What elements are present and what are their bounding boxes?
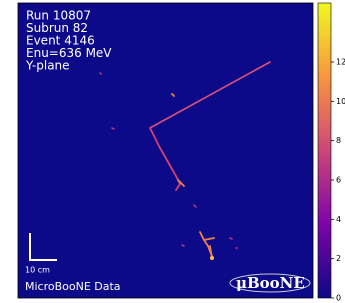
colorbar-ticks: 0 2 4 6 8 10 12 — [331, 58, 345, 303]
colorbar — [318, 3, 331, 298]
colorbar-tick-label: 8 — [336, 136, 341, 145]
colorbar-tick-label: 4 — [336, 215, 341, 224]
colorbar-tick-label: 2 — [336, 254, 341, 263]
event-display: Run 10807Subrun 82Event 4146Enu=636 MeVY… — [0, 0, 345, 303]
colorbar-tick-label: 10 — [336, 97, 345, 106]
info-line: Y-plane — [25, 59, 70, 73]
footer: MicroBooNE Data — [25, 280, 121, 293]
colorbar-tick-label: 0 — [336, 294, 341, 303]
hit — [210, 256, 214, 260]
scale-label: 10 cm — [25, 266, 50, 275]
logo: μBooNE — [236, 274, 305, 292]
colorbar-tick-label: 6 — [336, 176, 341, 185]
colorbar-tick-label: 12 — [336, 58, 345, 67]
page: Run 10807Subrun 82Event 4146Enu=636 MeVY… — [0, 0, 345, 303]
